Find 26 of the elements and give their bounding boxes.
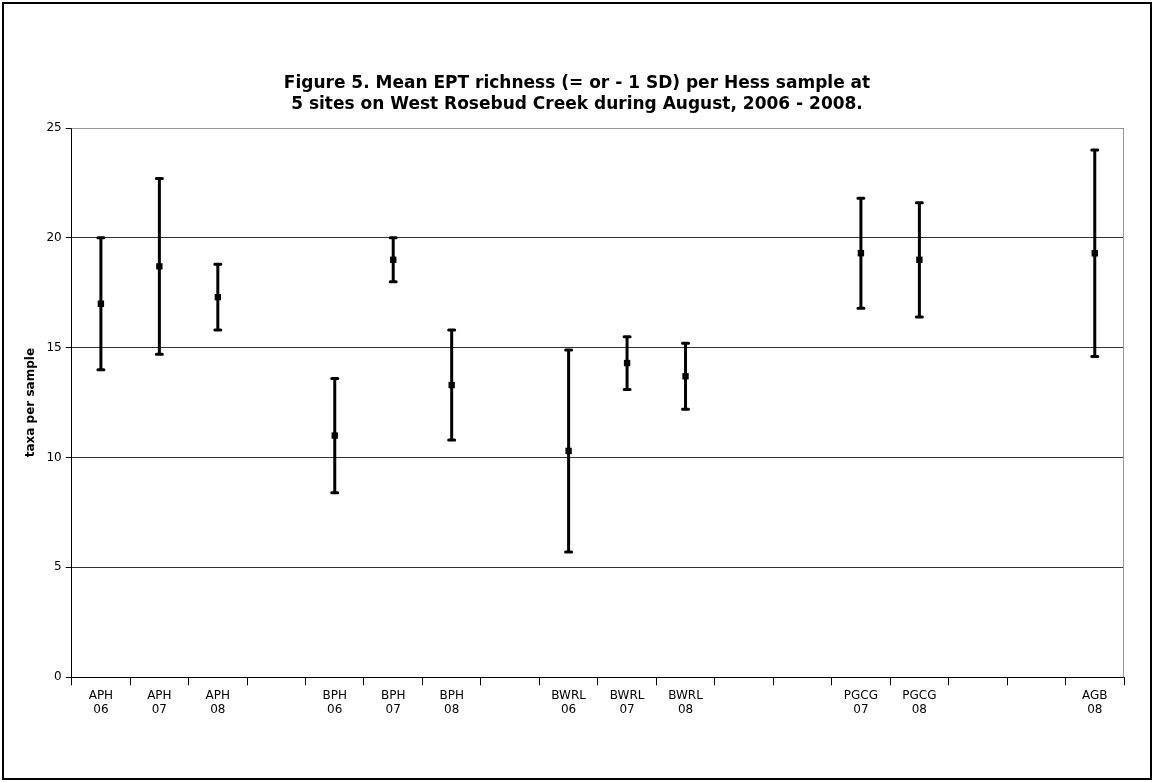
- x-tick-label: APH 08: [205, 687, 231, 716]
- point: [916, 256, 923, 263]
- x-tick-label: BPH 07: [380, 687, 406, 716]
- point: [156, 263, 163, 270]
- x-tick-label: BWRL 07: [609, 687, 645, 716]
- y-axis-title: taxa per sample: [23, 347, 38, 458]
- x-tick-label: AGB 08: [1082, 687, 1108, 716]
- x-tick-label: BPH 08: [439, 687, 464, 716]
- point: [682, 373, 689, 380]
- y-tick-label: 15: [46, 339, 62, 354]
- y-tick-label: 25: [46, 120, 62, 135]
- x-tick-label: PGCG 08: [902, 687, 937, 716]
- x-tick-label: APH 06: [88, 687, 114, 716]
- y-tick-label: 20: [46, 229, 62, 244]
- x-tick-label: BPH 06: [322, 687, 347, 716]
- point: [565, 447, 572, 455]
- point: [448, 381, 455, 389]
- x-tick-label: APH 07: [147, 687, 172, 716]
- chart-title: Figure 5. Mean EPT richness (= or - 1 SD) per Hess sample at 5 sites on West Rosebud Creek during August, 2006 - 2008.: [282, 72, 872, 114]
- y-tick-label: 5: [54, 559, 62, 574]
- x-tick-label: BWRL 06: [551, 687, 587, 716]
- y-tick-label: 10: [46, 449, 62, 464]
- point: [331, 432, 338, 439]
- x-tick-label: BWRL 08: [668, 687, 704, 716]
- y-tick-label: 0: [54, 669, 62, 684]
- x-tick-label: PGCG 07: [843, 687, 879, 716]
